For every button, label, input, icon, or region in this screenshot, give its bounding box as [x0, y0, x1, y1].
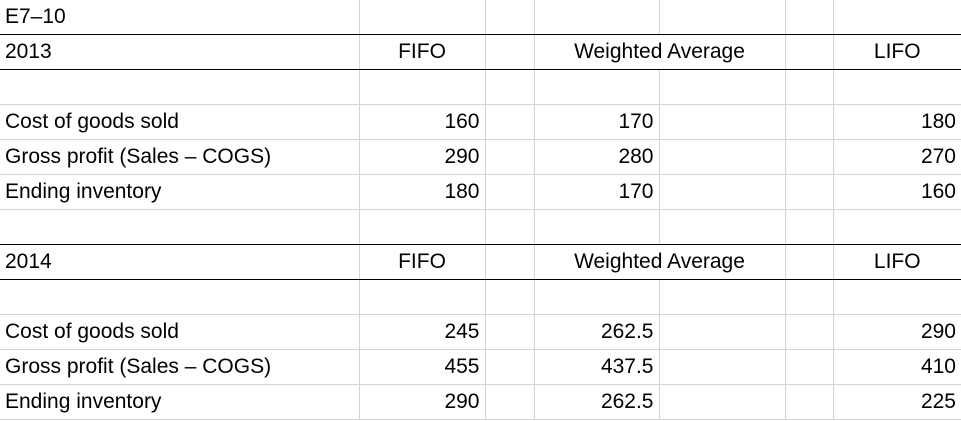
cell[interactable]: [785, 279, 834, 315]
cell[interactable]: [785, 349, 834, 385]
cell[interactable]: [659, 349, 786, 385]
cell[interactable]: [485, 69, 535, 105]
cell[interactable]: [485, 314, 535, 350]
header-fifo[interactable]: FIFO: [359, 34, 486, 70]
cell[interactable]: [659, 139, 786, 175]
lifo-value[interactable]: 270: [833, 139, 961, 175]
lifo-value[interactable]: 290: [833, 314, 961, 350]
header-row-2014: 2014 FIFO Weighted Average LIFO: [0, 244, 961, 280]
cell-year[interactable]: 2014: [0, 244, 360, 280]
cell[interactable]: [485, 0, 535, 35]
cell[interactable]: [485, 384, 535, 420]
cell[interactable]: [659, 209, 786, 245]
header-weighted-average[interactable]: Weighted Average: [534, 34, 786, 70]
cell[interactable]: [785, 139, 834, 175]
cell[interactable]: [0, 209, 360, 245]
fifo-value[interactable]: 290: [359, 384, 486, 420]
header-fifo[interactable]: FIFO: [359, 244, 486, 280]
cell[interactable]: [359, 69, 486, 105]
header-lifo[interactable]: LIFO: [833, 244, 961, 280]
cell[interactable]: [485, 209, 535, 245]
cell[interactable]: [833, 0, 961, 35]
cell[interactable]: [485, 34, 535, 70]
cell[interactable]: [659, 104, 786, 140]
row-label[interactable]: Cost of goods sold: [0, 314, 360, 350]
cell[interactable]: [0, 69, 360, 105]
lifo-value[interactable]: 160: [833, 174, 961, 210]
cell[interactable]: [833, 209, 961, 245]
fifo-value[interactable]: 245: [359, 314, 486, 350]
blank-row: [0, 69, 961, 105]
cell[interactable]: [359, 279, 486, 315]
header-lifo[interactable]: LIFO: [833, 34, 961, 70]
weighted-value[interactable]: 437.5: [534, 349, 660, 385]
blank-row: [0, 209, 961, 245]
cell[interactable]: [485, 104, 535, 140]
table-row: Ending inventory 180 170 160: [0, 174, 961, 210]
cell-title[interactable]: E7–10: [0, 0, 360, 35]
header-row-2013: 2013 FIFO Weighted Average LIFO: [0, 34, 961, 70]
cell[interactable]: [785, 314, 834, 350]
row-label[interactable]: Ending inventory: [0, 384, 360, 420]
cell[interactable]: [659, 174, 786, 210]
cell[interactable]: [659, 69, 786, 105]
cell[interactable]: [534, 209, 660, 245]
title-row: E7–10: [0, 0, 961, 35]
weighted-value[interactable]: 262.5: [534, 384, 660, 420]
row-label[interactable]: Gross profit (Sales – COGS): [0, 349, 360, 385]
cell[interactable]: [485, 139, 535, 175]
cell[interactable]: [485, 279, 535, 315]
weighted-value[interactable]: 170: [534, 104, 660, 140]
fifo-value[interactable]: 290: [359, 139, 486, 175]
fifo-value[interactable]: 180: [359, 174, 486, 210]
cell[interactable]: [359, 209, 486, 245]
cell[interactable]: [785, 209, 834, 245]
fifo-value[interactable]: 455: [359, 349, 486, 385]
weighted-value[interactable]: 280: [534, 139, 660, 175]
fifo-value[interactable]: 160: [359, 104, 486, 140]
weighted-value[interactable]: 170: [534, 174, 660, 210]
lifo-value[interactable]: 410: [833, 349, 961, 385]
cell-year[interactable]: 2013: [0, 34, 360, 70]
table-row: Ending inventory 290 262.5 225: [0, 384, 961, 420]
cell[interactable]: [785, 69, 834, 105]
table-row: Cost of goods sold 245 262.5 290: [0, 314, 961, 350]
cell[interactable]: [534, 0, 660, 35]
cell[interactable]: [359, 0, 486, 35]
cell[interactable]: [785, 384, 834, 420]
cell[interactable]: [785, 244, 834, 280]
table-row: Gross profit (Sales – COGS) 290 280 270: [0, 139, 961, 175]
cell[interactable]: [659, 279, 786, 315]
cell[interactable]: [485, 349, 535, 385]
cell[interactable]: [659, 384, 786, 420]
table-row: Gross profit (Sales – COGS) 455 437.5 41…: [0, 349, 961, 385]
cell[interactable]: [534, 279, 660, 315]
cell[interactable]: [485, 174, 535, 210]
cell[interactable]: [659, 314, 786, 350]
row-label[interactable]: Ending inventory: [0, 174, 360, 210]
cell[interactable]: [0, 279, 360, 315]
cell[interactable]: [534, 69, 660, 105]
table-row: Cost of goods sold 160 170 180: [0, 104, 961, 140]
cell[interactable]: [833, 279, 961, 315]
cell[interactable]: [785, 34, 834, 70]
cell[interactable]: [659, 0, 786, 35]
weighted-value[interactable]: 262.5: [534, 314, 660, 350]
cell[interactable]: [785, 0, 834, 35]
header-weighted-average[interactable]: Weighted Average: [534, 244, 786, 280]
row-label[interactable]: Cost of goods sold: [0, 104, 360, 140]
blank-row: [0, 279, 961, 315]
cell[interactable]: [485, 244, 535, 280]
lifo-value[interactable]: 180: [833, 104, 961, 140]
cell[interactable]: [785, 104, 834, 140]
cell[interactable]: [785, 174, 834, 210]
cell[interactable]: [833, 69, 961, 105]
row-label[interactable]: Gross profit (Sales – COGS): [0, 139, 360, 175]
lifo-value[interactable]: 225: [833, 384, 961, 420]
